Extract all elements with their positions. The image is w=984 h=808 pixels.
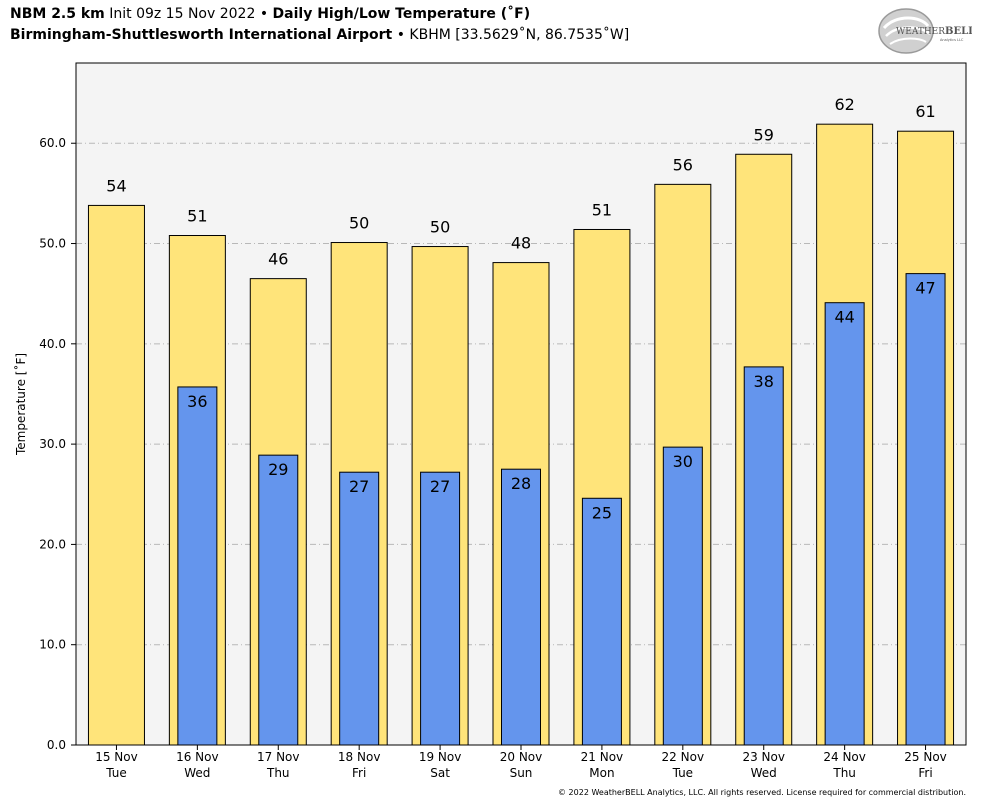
high-value-label: 46 [268, 250, 288, 269]
chart-title-line-2: Birmingham-Shuttlesworth International A… [10, 27, 629, 43]
x-tick-day: Tue [672, 766, 694, 780]
x-tick-day: Wed [751, 766, 777, 780]
logo-text-bold: BELL [945, 26, 972, 37]
svg-text:WEATHERBELL: WEATHERBELL [896, 26, 972, 37]
x-tick-day: Fri [918, 766, 932, 780]
copyright-notice: © 2022 WeatherBELL Analytics, LLC. All r… [558, 788, 966, 797]
y-tick-label: 50.0 [39, 237, 66, 251]
y-tick-label: 40.0 [39, 337, 66, 351]
high-value-label: 50 [430, 218, 450, 237]
high-value-label: 54 [106, 176, 126, 195]
low-value-label: 38 [754, 372, 774, 391]
low-value-label: 30 [673, 452, 693, 471]
x-tick-date: 24 Nov [823, 750, 866, 764]
high-value-label: 51 [187, 207, 207, 226]
x-tick-date: 19 Nov [419, 750, 462, 764]
x-tick-day: Mon [589, 766, 614, 780]
low-bar [339, 471, 380, 746]
high-value-label: 56 [673, 155, 693, 174]
low-bar [420, 471, 461, 746]
high-value-label: 61 [915, 102, 935, 121]
x-tick-day: Sun [510, 766, 533, 780]
high-value-label: 62 [834, 95, 854, 114]
chart-title-line-1: NBM 2.5 km Init 09z 15 Nov 2022 • Daily … [10, 6, 530, 22]
low-bar [581, 497, 622, 746]
logo-text-main: WEATHER [896, 27, 945, 37]
low-bar [743, 366, 784, 746]
y-tick-label: 30.0 [39, 437, 66, 451]
low-value-label: 25 [592, 503, 612, 522]
x-tick-date: 25 Nov [904, 750, 947, 764]
low-bar [177, 386, 218, 746]
low-value-label: 27 [430, 477, 450, 496]
init-time: Init 09z 15 Nov 2022 [109, 6, 256, 22]
y-tick-label: 20.0 [39, 537, 66, 551]
product-name: Daily High/Low Temperature (˚F) [272, 6, 531, 22]
low-value-label: 44 [834, 308, 854, 327]
high-bar [87, 204, 145, 746]
low-bar [662, 446, 703, 746]
high-value-label: 59 [754, 125, 774, 144]
x-tick-day: Thu [266, 766, 290, 780]
x-tick-date: 15 Nov [95, 750, 138, 764]
low-bar [258, 454, 299, 746]
weatherbell-logo: WEATHERBELL Analytics LLC [878, 8, 972, 54]
station-name: Birmingham-Shuttlesworth International A… [10, 27, 393, 43]
low-value-label: 29 [268, 460, 288, 479]
y-tick-label: 10.0 [39, 638, 66, 652]
high-value-label: 50 [349, 214, 369, 233]
x-tick-day: Sat [430, 766, 450, 780]
x-tick-date: 22 Nov [662, 750, 705, 764]
title-bullet: • [259, 6, 269, 22]
x-tick-date: 16 Nov [176, 750, 219, 764]
y-tick-label: 60.0 [39, 136, 66, 150]
high-value-label: 51 [592, 200, 612, 219]
x-tick-date: 18 Nov [338, 750, 381, 764]
x-tick-day: Fri [352, 766, 366, 780]
low-value-label: 27 [349, 477, 369, 496]
x-tick-day: Wed [184, 766, 210, 780]
x-tick-day: Thu [832, 766, 856, 780]
x-tick-date: 20 Nov [500, 750, 543, 764]
low-bar [824, 302, 865, 746]
logo-text-sub: Analytics LLC [940, 38, 964, 42]
x-tick-date: 21 Nov [581, 750, 624, 764]
low-bar [501, 468, 541, 746]
x-tick-date: 23 Nov [742, 750, 785, 764]
high-value-label: 48 [511, 234, 531, 253]
x-tick-date: 17 Nov [257, 750, 300, 764]
x-tick-day: Tue [105, 766, 127, 780]
model-name: NBM 2.5 km [10, 6, 105, 22]
low-value-label: 36 [187, 392, 207, 411]
plot-frame [75, 62, 967, 746]
low-value-label: 47 [915, 279, 935, 298]
low-bar [905, 273, 946, 746]
low-value-label: 28 [511, 474, 531, 493]
station-bullet: • [396, 27, 405, 43]
station-info: KBHM [33.5629˚N, 86.7535˚W] [409, 27, 630, 43]
y-axis-label: Temperature [˚F] [13, 353, 28, 456]
y-tick-label: 0.0 [47, 738, 66, 752]
